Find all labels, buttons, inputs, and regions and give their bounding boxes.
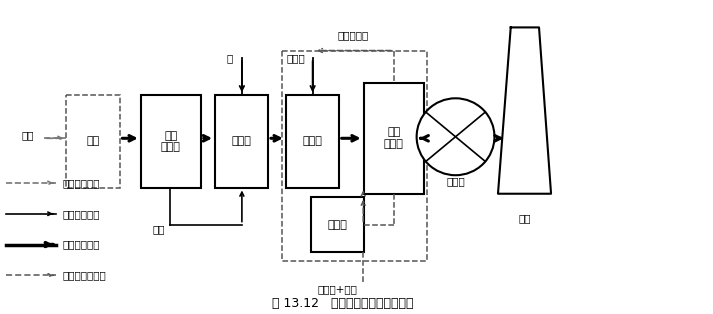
Bar: [66, 95, 120, 187]
Text: 反应槽: 反应槽: [302, 136, 322, 146]
Text: 冷却塔: 冷却塔: [232, 136, 252, 146]
Text: 引风机: 引风机: [446, 176, 465, 187]
Text: 反应物流动方向: 反应物流动方向: [63, 270, 107, 280]
Bar: [282, 51, 427, 262]
Bar: [215, 95, 268, 187]
Text: 垃圾流动方向: 垃圾流动方向: [63, 178, 101, 188]
Text: 旋风
集尘器: 旋风 集尘器: [161, 131, 180, 152]
Text: 袋式
集尘器: 袋式 集尘器: [384, 127, 404, 149]
Bar: [311, 197, 364, 252]
Ellipse shape: [416, 98, 494, 175]
Text: 回流反应物: 回流反应物: [337, 30, 369, 40]
Text: 水: 水: [226, 53, 232, 63]
Text: 灰渣流动方向: 灰渣流动方向: [63, 209, 101, 219]
Text: 锅炉: 锅炉: [86, 136, 100, 146]
Text: 垃圾: 垃圾: [21, 130, 34, 140]
Text: 石灰粉: 石灰粉: [287, 53, 306, 63]
Bar: [140, 95, 201, 187]
Bar: [364, 83, 424, 194]
Text: 反应物+飞灰: 反应物+飞灰: [317, 284, 357, 294]
Text: 烟囱: 烟囱: [518, 214, 531, 223]
Text: 回流槽: 回流槽: [327, 219, 347, 230]
Text: 烟气流动方向: 烟气流动方向: [63, 240, 101, 250]
Bar: [286, 95, 339, 187]
Text: 飞灰: 飞灰: [152, 224, 165, 234]
Text: 图 13.12   排烟脱硫的干式处理流程: 图 13.12 排烟脱硫的干式处理流程: [272, 296, 413, 310]
